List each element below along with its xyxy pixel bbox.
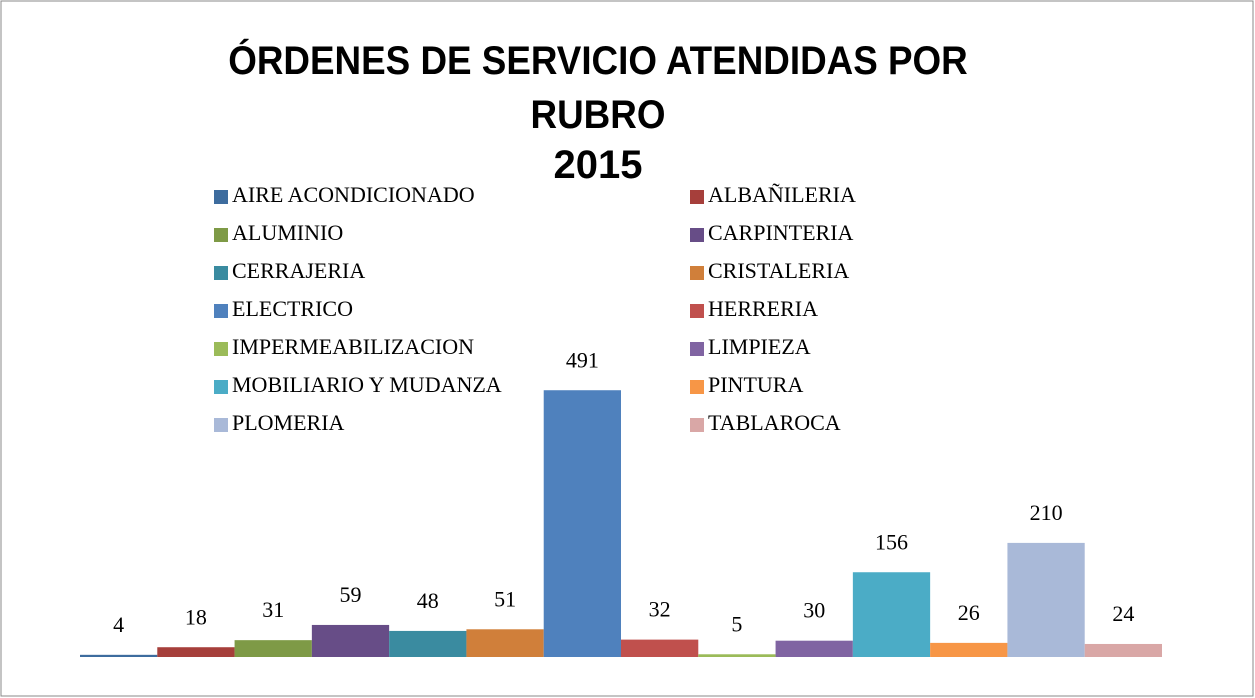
legend-swatch bbox=[214, 190, 228, 204]
legend-label: HERRERIA bbox=[708, 296, 818, 321]
legend-swatch bbox=[214, 266, 228, 280]
legend-label: AIRE ACONDICIONADO bbox=[232, 182, 475, 207]
legend-label: TABLAROCA bbox=[708, 410, 841, 435]
legend-swatch bbox=[690, 228, 704, 242]
bar bbox=[775, 640, 853, 657]
legend-swatch bbox=[214, 228, 228, 242]
legend-label: CRISTALERIA bbox=[708, 258, 849, 283]
legend-swatch bbox=[214, 418, 228, 432]
bar bbox=[157, 647, 235, 657]
legend-swatch bbox=[690, 418, 704, 432]
legend-swatch bbox=[690, 380, 704, 394]
data-label: 4 bbox=[113, 612, 124, 637]
legend-label: ALBAÑILERIA bbox=[708, 182, 856, 207]
legend-swatch bbox=[690, 266, 704, 280]
data-label: 210 bbox=[1030, 500, 1063, 525]
legend-swatch bbox=[214, 304, 228, 318]
data-label: 30 bbox=[803, 598, 825, 623]
legend-label: MOBILIARIO Y MUDANZA bbox=[232, 372, 502, 397]
data-label: 5 bbox=[731, 611, 742, 636]
legend-label: ALUMINIO bbox=[232, 220, 343, 245]
bar bbox=[930, 642, 1008, 657]
data-label: 18 bbox=[185, 604, 207, 629]
data-label: 31 bbox=[262, 597, 284, 622]
legend-label: IMPERMEABILIZACION bbox=[232, 334, 474, 359]
data-label: 51 bbox=[494, 586, 516, 611]
bar bbox=[466, 629, 544, 657]
legend-label: ELECTRICO bbox=[232, 296, 353, 321]
bar bbox=[1007, 542, 1085, 657]
legend-label: LIMPIEZA bbox=[708, 334, 811, 359]
legend-swatch bbox=[214, 380, 228, 394]
legend-swatch bbox=[214, 342, 228, 356]
bar bbox=[234, 640, 312, 657]
bar bbox=[1084, 643, 1162, 657]
data-label: 156 bbox=[875, 529, 908, 554]
legend-swatch bbox=[690, 304, 704, 318]
legend-label: CERRAJERIA bbox=[232, 258, 365, 283]
bar bbox=[80, 654, 158, 657]
legend-label: CARPINTERIA bbox=[708, 220, 854, 245]
bar bbox=[389, 630, 467, 657]
data-label: 24 bbox=[1112, 601, 1134, 626]
bar bbox=[621, 639, 699, 657]
bar bbox=[543, 390, 621, 657]
legend-swatch bbox=[690, 342, 704, 356]
bar bbox=[311, 624, 390, 657]
data-label: 32 bbox=[649, 597, 671, 622]
chart-title: ÓRDENES DE SERVICIO ATENDIDAS POR RUBRO bbox=[228, 39, 968, 137]
legend-label: PLOMERIA bbox=[232, 410, 345, 435]
legend-label: PINTURA bbox=[708, 372, 803, 397]
chart-subtitle: 2015 bbox=[553, 143, 643, 187]
legend-swatch bbox=[690, 190, 704, 204]
data-label: 26 bbox=[958, 600, 980, 625]
data-label: 48 bbox=[417, 588, 439, 613]
data-label: 59 bbox=[340, 582, 362, 607]
data-label: 491 bbox=[566, 347, 599, 372]
bar bbox=[852, 572, 931, 657]
bar bbox=[698, 654, 776, 657]
